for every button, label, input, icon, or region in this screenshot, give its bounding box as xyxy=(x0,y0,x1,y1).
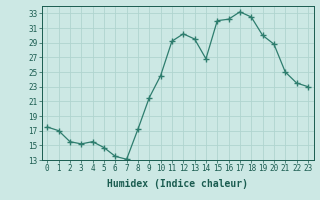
X-axis label: Humidex (Indice chaleur): Humidex (Indice chaleur) xyxy=(107,179,248,189)
